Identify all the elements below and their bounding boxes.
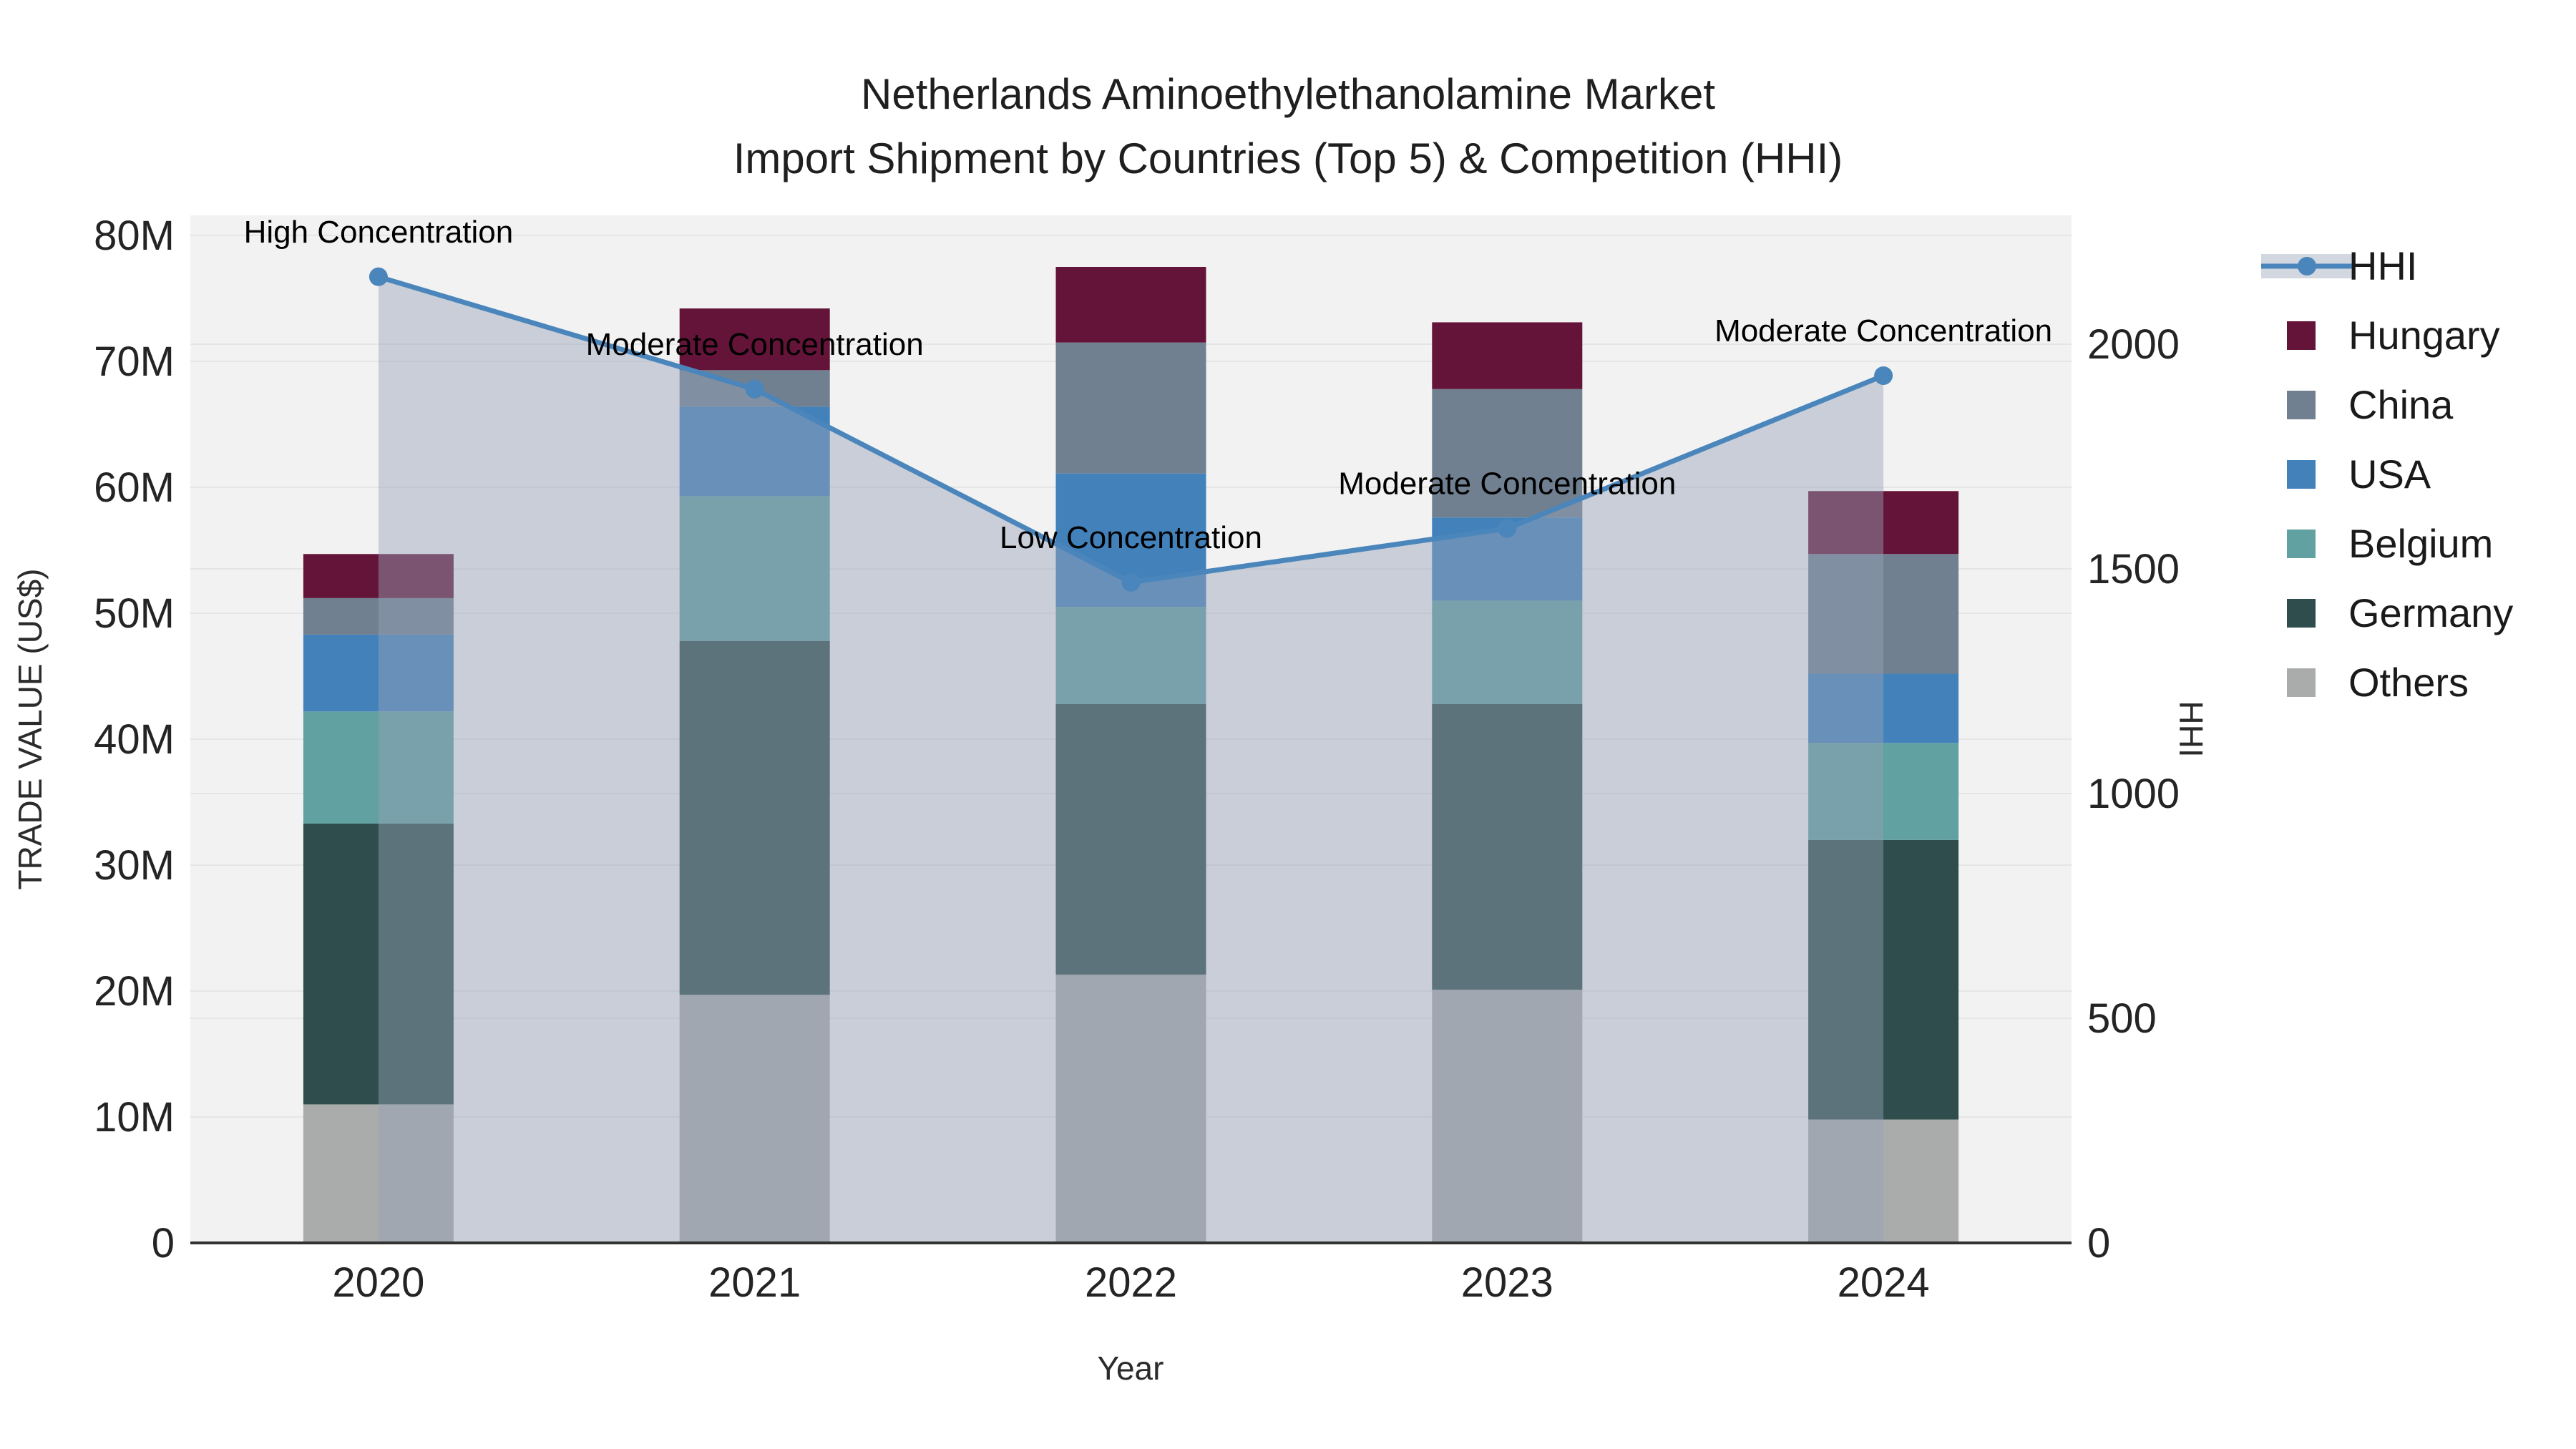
bar-segment-hungary-2020 bbox=[303, 554, 454, 598]
legend-label-china: China bbox=[2348, 382, 2454, 427]
annotation-2024: Moderate Concentration bbox=[1714, 313, 2052, 348]
annotation-2021: Moderate Concentration bbox=[586, 327, 924, 362]
legend-label-usa: USA bbox=[2348, 452, 2431, 497]
legend-item-china[interactable]: China bbox=[2287, 382, 2454, 427]
x-tick-2021: 2021 bbox=[708, 1259, 801, 1306]
legend-swatch-usa-icon bbox=[2287, 460, 2316, 489]
legend-label-others: Others bbox=[2348, 660, 2469, 705]
bar-segment-others-2021 bbox=[679, 995, 830, 1243]
x-tick-2024: 2024 bbox=[1838, 1259, 1930, 1306]
y-left-tick-0: 0 bbox=[152, 1220, 175, 1267]
legend-item-hhi[interactable]: HHI bbox=[2261, 243, 2417, 288]
bar-segment-china-2022 bbox=[1055, 342, 1206, 474]
hhi-marker-2024 bbox=[1874, 366, 1893, 385]
chart-title-line-2: Import Shipment by Countries (Top 5) & C… bbox=[733, 135, 1843, 182]
bar-segment-others-2022 bbox=[1055, 975, 1206, 1243]
y-left-tick-60M: 60M bbox=[94, 464, 175, 511]
bar-segment-others-2020 bbox=[303, 1104, 454, 1243]
bar-segment-germany-2020 bbox=[303, 823, 454, 1105]
legend-label-hhi: HHI bbox=[2348, 243, 2417, 288]
x-tick-2020: 2020 bbox=[332, 1259, 424, 1306]
legend-item-usa[interactable]: USA bbox=[2287, 452, 2431, 497]
hhi-marker-2020 bbox=[369, 267, 388, 286]
bar-segment-usa-2020 bbox=[303, 634, 454, 712]
x-tick-2022: 2022 bbox=[1085, 1259, 1177, 1306]
bar-segment-usa-2024 bbox=[1808, 673, 1959, 743]
legend-item-others[interactable]: Others bbox=[2287, 660, 2469, 705]
legend-label-germany: Germany bbox=[2348, 590, 2513, 635]
legend-item-hungary[interactable]: Hungary bbox=[2287, 313, 2500, 358]
bar-segment-belgium-2023 bbox=[1432, 600, 1583, 704]
x-axis-title: Year bbox=[1098, 1350, 1164, 1387]
y-right-tick-500: 500 bbox=[2087, 995, 2157, 1042]
bar-segment-germany-2023 bbox=[1432, 703, 1583, 990]
bar-segment-china-2020 bbox=[303, 597, 454, 635]
y-axis-left-title: TRADE VALUE (US$) bbox=[11, 568, 49, 889]
legend-label-hungary: Hungary bbox=[2348, 313, 2500, 358]
bar-segment-germany-2024 bbox=[1808, 839, 1959, 1120]
annotation-2022: Low Concentration bbox=[1000, 520, 1262, 555]
y-axis-right-title: HHI bbox=[2172, 701, 2210, 757]
bar-segment-others-2024 bbox=[1808, 1119, 1959, 1243]
bar-segment-germany-2021 bbox=[679, 640, 830, 995]
legend-label-belgium: Belgium bbox=[2348, 521, 2493, 566]
bar-segment-belgium-2020 bbox=[303, 711, 454, 824]
annotation-2023: Moderate Concentration bbox=[1338, 466, 1676, 501]
y-left-tick-20M: 20M bbox=[94, 968, 175, 1015]
x-tick-2023: 2023 bbox=[1461, 1259, 1553, 1306]
chart-title-line-1: Netherlands Aminoethylethanolamine Marke… bbox=[861, 70, 1715, 118]
legend-item-germany[interactable]: Germany bbox=[2287, 590, 2513, 635]
hhi-marker-2021 bbox=[745, 379, 764, 399]
bar-segment-belgium-2024 bbox=[1808, 743, 1959, 840]
y-left-tick-70M: 70M bbox=[94, 338, 175, 385]
annotation-2020: High Concentration bbox=[244, 215, 514, 250]
y-left-tick-30M: 30M bbox=[94, 842, 175, 889]
legend-swatch-hungary-icon bbox=[2287, 321, 2316, 350]
bar-segment-belgium-2022 bbox=[1055, 607, 1206, 704]
y-right-tick-1500: 1500 bbox=[2087, 546, 2180, 592]
legend-swatch-others-icon bbox=[2287, 668, 2316, 697]
bar-segment-hungary-2024 bbox=[1808, 491, 1959, 555]
bar-segment-china-2023 bbox=[1432, 389, 1583, 518]
y-right-tick-1000: 1000 bbox=[2087, 771, 2180, 817]
legend-item-belgium[interactable]: Belgium bbox=[2287, 521, 2493, 566]
legend-swatch-germany-icon bbox=[2287, 599, 2316, 628]
hhi-marker-2023 bbox=[1498, 519, 1517, 538]
y-right-tick-2000: 2000 bbox=[2087, 321, 2180, 368]
bar-segment-usa-2021 bbox=[679, 406, 830, 497]
bar-segment-hungary-2021 bbox=[679, 308, 830, 371]
y-left-tick-10M: 10M bbox=[94, 1094, 175, 1141]
y-left-tick-50M: 50M bbox=[94, 590, 175, 637]
bar-segment-hungary-2022 bbox=[1055, 267, 1206, 343]
y-right-tick-0: 0 bbox=[2087, 1220, 2110, 1267]
legend-swatch-china-icon bbox=[2287, 391, 2316, 419]
legend-swatch-belgium-icon bbox=[2287, 530, 2316, 558]
bar-segment-hungary-2023 bbox=[1432, 322, 1583, 389]
y-left-tick-40M: 40M bbox=[94, 716, 175, 763]
bar-segment-germany-2022 bbox=[1055, 703, 1206, 975]
hhi-marker-2022 bbox=[1121, 572, 1141, 592]
bar-segment-others-2023 bbox=[1432, 990, 1583, 1243]
bar-segment-belgium-2021 bbox=[679, 496, 830, 641]
hhi-legend-marker-icon bbox=[2298, 257, 2316, 275]
hhi-area-fill bbox=[378, 276, 1884, 1243]
bar-segment-china-2024 bbox=[1808, 554, 1959, 674]
y-left-tick-80M: 80M bbox=[94, 213, 175, 259]
